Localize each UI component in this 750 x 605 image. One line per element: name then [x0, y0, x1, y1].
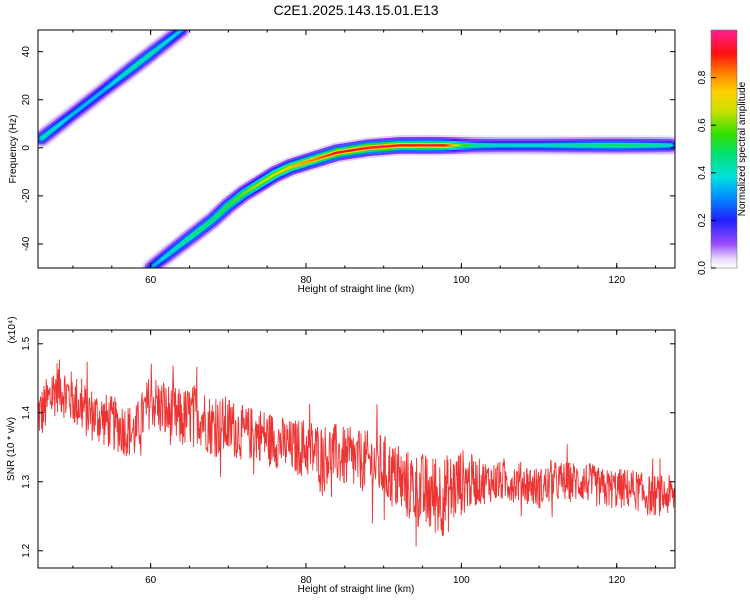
x-tick-label: 60: [145, 575, 157, 586]
colorbar: 0.0 0.2 0.4 0.6 0.8 Normalized spectral ampl…: [697, 30, 748, 275]
x-tick-label: 60: [145, 275, 157, 286]
y-tick-label: -20: [21, 188, 32, 203]
colorbar-tick-label: 0.6: [697, 118, 708, 132]
x-tick-label: 100: [453, 575, 470, 586]
colorbar-tick-label: 0.2: [697, 213, 708, 227]
figure-title: C2E1.2025.143.15.01.E13: [273, 2, 438, 18]
y-tick-label: 1.2: [21, 543, 32, 557]
spectrogram-x-axis-label: Height of straight line (km): [298, 284, 415, 295]
snr-background: [38, 330, 675, 568]
snr-y-multiplier: (x10⁴): [7, 316, 18, 343]
y-tick-label: 1.3: [21, 474, 32, 488]
y-tick-label: 1.4: [21, 405, 32, 419]
x-tick-label: 120: [608, 575, 625, 586]
colorbar-tick-label: 0.4: [697, 165, 708, 179]
colorbar-tick-label: 0.8: [697, 70, 708, 84]
colorbar-label: Normalized spectral amplitude: [737, 81, 748, 216]
spectrogram-y-axis-label: Frequency (Hz): [8, 115, 19, 184]
snr-y-axis-label: SNR (10 * v/v): [6, 417, 17, 481]
x-tick-label: 100: [453, 275, 470, 286]
y-tick-label: -40: [21, 236, 32, 251]
x-tick-label: 120: [608, 275, 625, 286]
y-tick-label: 0: [21, 145, 32, 151]
y-tick-label: 1.5: [21, 336, 32, 350]
y-tick-label: 40: [21, 46, 32, 58]
colorbar-tick-label: 0.0: [697, 261, 708, 275]
y-tick-label: 20: [21, 94, 32, 106]
colorbar-gradient: [711, 30, 737, 268]
snr-x-axis-label: Height of straight line (km): [298, 584, 415, 595]
